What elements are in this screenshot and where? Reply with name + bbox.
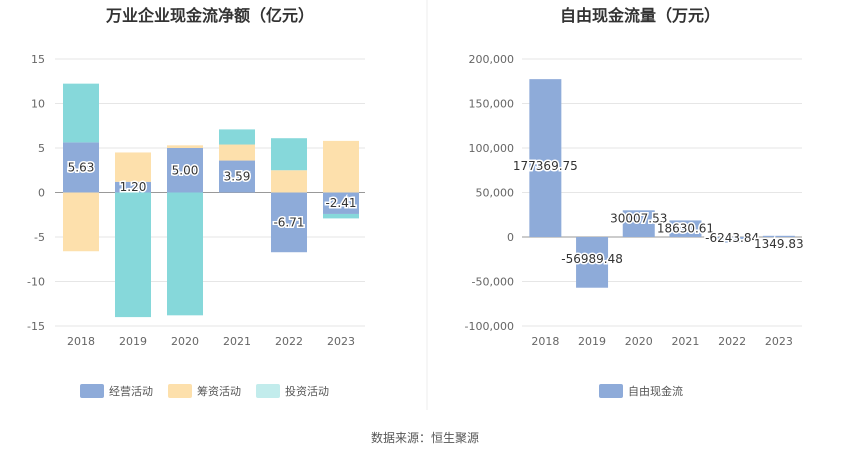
x-tick-label: 2022 xyxy=(718,335,746,348)
cashflow-legend: 经营活动 筹资活动 投资活动 xyxy=(80,384,329,398)
y-tick-label: -50,000 xyxy=(472,276,514,289)
data-label-2021: 18630.61 xyxy=(657,221,714,235)
y-tick-label: 50,000 xyxy=(476,187,515,200)
x-tick-label: 2023 xyxy=(765,335,793,348)
legend-label-investing: 投资活动 xyxy=(285,384,329,398)
legend-item-financing[interactable]: 筹资活动 xyxy=(168,384,241,398)
free-cashflow-gridlines xyxy=(522,58,802,327)
data-label-2023: 1349.83 xyxy=(754,237,804,251)
bar-2020-primary xyxy=(622,210,655,237)
free-cashflow-legend: 自由现金流 xyxy=(599,384,683,398)
bar-2018-primary xyxy=(529,79,562,237)
legend-label-free-cashflow: 自由现金流 xyxy=(628,384,683,398)
cashflow-y-axis: 15 10 5 0 -5 -10 -15 xyxy=(27,53,45,333)
cashflow-panel: 万业企业现金流净额（亿元） 15 10 5 0 -5 -10 -15 2018 2019 202… xyxy=(27,6,365,398)
bar-2020-financing xyxy=(167,145,203,148)
y-tick-label: -10 xyxy=(27,276,45,289)
bar-2021-investing xyxy=(219,129,255,145)
x-tick-label: 2020 xyxy=(171,335,199,348)
data-label-2018: 177369.75 xyxy=(513,159,578,173)
y-tick-label: 15 xyxy=(31,53,45,66)
bar-2019-financing xyxy=(115,152,151,182)
cashflow-x-axis: 2018 2019 2020 2021 2022 2023 xyxy=(67,335,355,348)
bar-2019-investing xyxy=(115,192,151,318)
bar-2019-primary xyxy=(576,237,609,288)
x-tick-label: 2021 xyxy=(223,335,251,348)
data-label-2019: 1.20 xyxy=(120,180,147,194)
x-tick-label: 2018 xyxy=(531,335,559,348)
legend-item-operating[interactable]: 经营活动 xyxy=(80,384,153,398)
x-tick-label: 2020 xyxy=(625,335,653,348)
data-label-2018: 5.63 xyxy=(68,160,95,174)
y-tick-label: -5 xyxy=(34,231,45,244)
source-label: 数据来源：恒生聚源 xyxy=(371,430,479,445)
y-tick-label: -15 xyxy=(27,320,45,333)
bar-2023-primary xyxy=(323,192,359,214)
legend-label-financing: 筹资活动 xyxy=(197,384,241,398)
bar-2021-primary xyxy=(669,220,702,237)
free-cashflow-panel: 自由现金流量（万元） 200,000 150,000 100,000 50,000 0 -… xyxy=(465,6,805,398)
bar-2019-primary xyxy=(115,181,151,193)
bar-2018-investing xyxy=(63,83,99,143)
y-tick-label: -100,000 xyxy=(465,320,514,333)
data-label-2020: 30007.53 xyxy=(610,211,667,225)
bar-2020-primary xyxy=(167,148,203,193)
free-cashflow-x-axis: 2018 2019 2020 2021 2022 2023 xyxy=(531,335,793,348)
x-tick-label: 2019 xyxy=(578,335,606,348)
y-tick-label: 0 xyxy=(38,187,45,200)
x-tick-label: 2022 xyxy=(275,335,303,348)
bar-2020-investing xyxy=(167,192,203,316)
bar-2022-primary xyxy=(271,192,307,253)
free-cashflow-y-axis: 200,000 150,000 100,000 50,000 0 -50,000 -100,… xyxy=(465,53,514,333)
x-tick-label: 2019 xyxy=(119,335,147,348)
data-label-2022: -6243.84 xyxy=(705,231,759,245)
free-cashflow-bars xyxy=(529,79,795,288)
cashflow-bars xyxy=(63,83,359,318)
cashflow-gridlines xyxy=(55,58,365,327)
bar-2021-financing xyxy=(219,144,255,161)
legend-label-operating: 经营活动 xyxy=(109,384,153,398)
y-tick-label: 200,000 xyxy=(469,53,515,66)
y-tick-label: 5 xyxy=(38,142,45,155)
data-label-2023: -2.41 xyxy=(325,196,356,210)
x-tick-label: 2018 xyxy=(67,335,95,348)
free-cashflow-data-labels: 177369.75 -56989.48 30007.5318630.61-6243.… xyxy=(511,157,805,267)
y-tick-label: 10 xyxy=(31,98,45,111)
bar-2023-primary xyxy=(762,235,795,237)
legend-swatch-free-cashflow xyxy=(599,384,623,398)
y-tick-label: 150,000 xyxy=(469,98,515,111)
bar-2022-primary xyxy=(716,237,749,243)
legend-swatch-investing xyxy=(256,384,280,398)
legend-item-investing[interactable]: 投资活动 xyxy=(256,384,329,398)
data-label-2019: -56989.48 xyxy=(561,252,623,266)
x-tick-label: 2021 xyxy=(671,335,699,348)
y-tick-label: 100,000 xyxy=(469,142,515,155)
bar-2021-primary xyxy=(219,160,255,193)
x-tick-label: 2023 xyxy=(327,335,355,348)
legend-swatch-financing xyxy=(168,384,192,398)
cashflow-chart-title: 万业企业现金流净额（亿元） xyxy=(105,6,314,25)
legend-swatch-operating xyxy=(80,384,104,398)
data-label-2020: 5.00 xyxy=(172,163,199,177)
data-label-2021: 3.59 xyxy=(224,170,251,184)
bar-2023-financing xyxy=(323,140,359,193)
data-label-2022: -6.71 xyxy=(273,215,304,229)
bar-2018-financing xyxy=(63,192,99,252)
bar-2022-investing xyxy=(271,138,307,171)
free-cashflow-chart-title: 自由现金流量（万元） xyxy=(560,6,720,25)
legend-item-free-cashflow[interactable]: 自由现金流 xyxy=(599,384,683,398)
y-tick-label: 0 xyxy=(507,231,514,244)
bar-2023-investing xyxy=(323,213,359,219)
cashflow-data-labels: 5.63 1.20 5.00 3.59 -6.71 -2.41 xyxy=(66,159,358,231)
bar-2018-primary xyxy=(63,142,99,193)
bar-2022-financing xyxy=(271,170,307,193)
